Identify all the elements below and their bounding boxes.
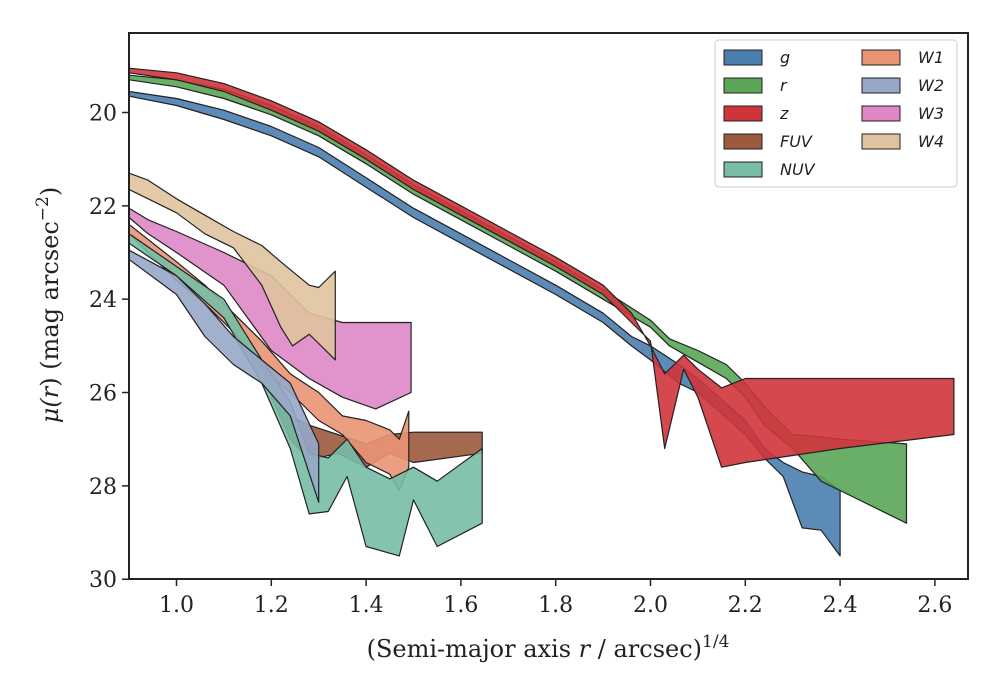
x-tick-label: 2.6 xyxy=(917,593,952,618)
x-axis-ticks: 1.0 1.2 1.4 1.6 1.8 2.0 2.2 2.4 2.6 xyxy=(159,579,952,618)
band-z xyxy=(129,67,955,468)
x-tick-label: 1.8 xyxy=(538,593,573,618)
legend-swatch-w3 xyxy=(861,105,901,122)
legend-label-g: g xyxy=(780,48,790,67)
legend-label-fuv: FUV xyxy=(780,132,813,151)
y-tick-label: 22 xyxy=(89,195,117,220)
band-w2 xyxy=(129,249,320,503)
y-tick-label: 20 xyxy=(89,102,117,127)
y-tick-label: 24 xyxy=(89,288,117,313)
x-tick-label: 1.0 xyxy=(159,593,194,618)
legend-swatch-w2 xyxy=(861,77,901,94)
legend-label-w4: W4 xyxy=(918,132,944,151)
x-tick-label: 2.0 xyxy=(633,593,668,618)
x-tick-label: 1.2 xyxy=(254,593,289,618)
legend-label-r: r xyxy=(780,76,788,95)
band-areas xyxy=(129,67,955,557)
y-tick-label: 28 xyxy=(89,475,117,500)
legend-swatch-w1 xyxy=(861,49,901,66)
legend-label-nuv: NUV xyxy=(780,160,816,179)
legend-box xyxy=(714,39,958,188)
legend-swatch-r xyxy=(723,77,763,94)
x-tick-label: 1.4 xyxy=(349,593,384,618)
legend-swatch-z xyxy=(723,105,763,122)
legend-swatch-nuv xyxy=(723,161,763,178)
x-axis-label: (Semi-major axis r / arcsec)1/4 xyxy=(367,632,730,663)
plot-frame xyxy=(128,32,969,580)
legend-label-w2: W2 xyxy=(918,76,944,95)
y-tick-label: 26 xyxy=(89,382,117,407)
band-w4 xyxy=(129,172,336,361)
band-g xyxy=(129,90,841,557)
legend-swatch-w4 xyxy=(861,133,901,150)
legend-label-w3: W3 xyxy=(918,104,944,123)
legend-swatch-g xyxy=(723,49,763,66)
band-w3 xyxy=(129,207,412,410)
y-tick-label: 30 xyxy=(89,568,117,593)
x-tick-label: 1.6 xyxy=(443,593,478,618)
legend-swatch-fuv xyxy=(723,133,763,150)
legend: grz FUV NUV W1 W2 W3 W4 xyxy=(714,39,958,188)
x-tick-label: 2.4 xyxy=(823,593,858,618)
legend-label-z: z xyxy=(779,104,789,123)
x-tick-label: 2.2 xyxy=(728,593,763,618)
y-axis-ticks: 20 22 24 26 28 30 xyxy=(89,102,129,593)
y-axis-label: μ(r) (mag arcsec−2) xyxy=(33,187,64,424)
legend-label-w1: W1 xyxy=(918,48,944,67)
